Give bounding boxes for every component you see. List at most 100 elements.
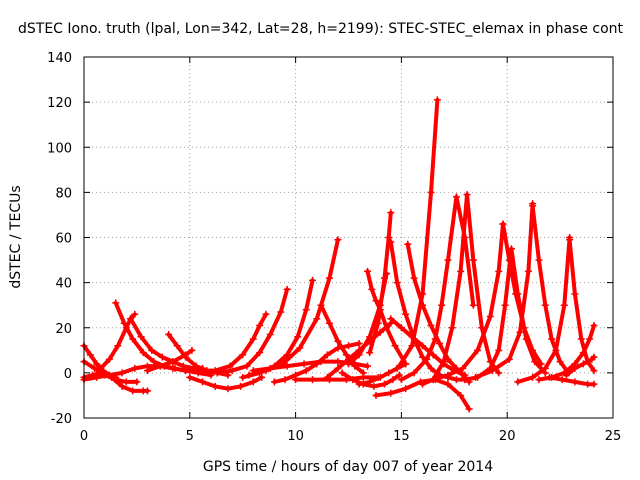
data-point	[427, 321, 435, 329]
data-point	[93, 360, 101, 368]
data-point	[579, 349, 587, 357]
data-series	[429, 220, 507, 384]
data-point	[402, 385, 410, 393]
data-point	[366, 378, 374, 386]
data-point	[228, 367, 236, 375]
data-point	[359, 369, 367, 377]
data-point	[562, 371, 570, 379]
data-point	[529, 373, 537, 381]
data-point	[372, 391, 380, 399]
data-point	[198, 378, 206, 386]
data-point	[294, 333, 302, 341]
data-point	[471, 373, 479, 381]
data-point	[495, 267, 503, 275]
data-point	[302, 306, 310, 314]
data-point	[387, 389, 395, 397]
data-point	[404, 240, 412, 248]
data-point	[440, 358, 448, 366]
data-point	[91, 364, 99, 372]
y-axis-label: dSTEC / TECUs	[8, 185, 24, 288]
data-point	[325, 274, 333, 282]
data-series	[529, 202, 573, 377]
data-point	[243, 362, 251, 370]
data-point	[385, 234, 393, 241]
data-point	[566, 236, 574, 244]
data-point	[300, 360, 308, 368]
data-point	[395, 362, 403, 370]
data-point	[486, 312, 494, 320]
data-point	[266, 364, 274, 372]
data-point	[499, 220, 507, 228]
data-point	[148, 346, 156, 354]
x-tick-label: 10	[287, 429, 304, 444]
x-tick-label: 25	[605, 429, 622, 444]
data-point	[366, 349, 374, 357]
data-point	[376, 373, 384, 381]
data-point	[535, 256, 543, 264]
data-series	[397, 193, 477, 384]
data-point	[427, 364, 435, 372]
data-point	[129, 335, 137, 343]
data-point	[423, 355, 431, 363]
series-line	[113, 300, 196, 373]
data-point	[156, 362, 164, 370]
data-point	[372, 297, 380, 305]
data-point	[590, 321, 598, 329]
data-point	[571, 364, 579, 372]
y-tick-label: 20	[55, 322, 72, 337]
series-line	[215, 287, 290, 375]
data-point	[537, 360, 545, 368]
data-point	[355, 340, 363, 348]
data-point	[444, 256, 452, 264]
data-point	[505, 355, 513, 363]
data-point	[355, 351, 363, 359]
data-point	[182, 351, 190, 359]
y-tick-label: 120	[47, 96, 72, 111]
data-point	[444, 380, 452, 388]
data-series	[317, 301, 367, 377]
series-line	[98, 312, 137, 371]
data-point	[419, 353, 427, 361]
grid	[84, 57, 613, 418]
y-tick-label: 0	[64, 367, 72, 382]
data-point	[86, 351, 94, 359]
y-tick-label: 80	[55, 186, 72, 201]
data-point	[139, 349, 147, 357]
data-point	[387, 209, 395, 217]
data-point	[93, 373, 101, 381]
series-line	[473, 201, 535, 380]
data-point	[474, 346, 482, 354]
data-point	[501, 301, 509, 309]
data-point	[266, 331, 274, 339]
data-point	[283, 285, 291, 293]
y-tick-label: 100	[47, 141, 72, 156]
data-series	[80, 358, 141, 386]
data-point	[433, 96, 441, 104]
data-point	[419, 380, 427, 388]
data-point	[463, 191, 471, 199]
data-point	[402, 310, 410, 318]
data-point	[514, 378, 522, 386]
data-point	[516, 328, 524, 336]
data-point	[112, 376, 120, 384]
data-point	[383, 324, 391, 332]
data-point	[334, 358, 342, 366]
data-point	[535, 376, 543, 384]
data-point	[505, 256, 513, 264]
series-line	[515, 235, 572, 384]
data-point	[249, 335, 257, 343]
data-point	[419, 290, 427, 298]
data-point	[131, 310, 139, 318]
data-series	[366, 209, 395, 357]
data-series	[562, 353, 598, 379]
data-point	[118, 382, 126, 390]
data-point	[393, 279, 401, 287]
data-point	[165, 331, 173, 339]
data-point	[366, 333, 374, 341]
data-point	[355, 380, 363, 388]
series-line	[319, 303, 366, 375]
data-point	[546, 373, 554, 381]
data-point	[129, 387, 137, 395]
data-point	[374, 319, 382, 327]
data-point	[114, 342, 122, 350]
